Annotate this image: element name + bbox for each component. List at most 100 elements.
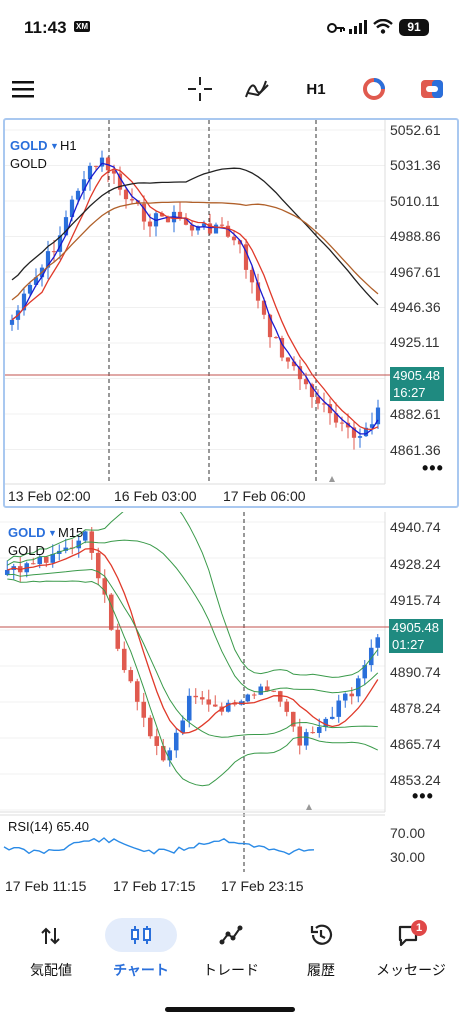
- candle: [213, 224, 219, 234]
- candle: [50, 553, 56, 563]
- nav-item-history[interactable]: 履歴: [283, 912, 359, 978]
- candle: [362, 665, 368, 679]
- candle: [357, 436, 363, 438]
- candle: [201, 223, 207, 227]
- nav-label: 履歴: [307, 962, 335, 978]
- candle: [102, 578, 108, 595]
- candle: [75, 190, 81, 200]
- battery-indicator: 91: [399, 19, 429, 36]
- candle: [134, 681, 140, 702]
- nav-item-trade[interactable]: トレード: [193, 912, 269, 978]
- candle: [180, 720, 186, 733]
- carrier-logo: XM: [74, 21, 90, 32]
- candle: [183, 219, 189, 225]
- candle: [4, 569, 10, 575]
- price-label: 5052.61: [390, 122, 441, 138]
- bottom-navigation: 気配値 チャート トレード 履歴 1 メッセージ: [0, 912, 461, 982]
- home-indicator: [165, 1007, 295, 1012]
- candle: [129, 199, 135, 201]
- nav-label: チャート: [113, 962, 169, 978]
- candle: [225, 702, 231, 712]
- candle: [154, 736, 160, 746]
- moving-average-line: [11, 168, 379, 431]
- bar-countdown: 01:27: [392, 637, 425, 652]
- price-label: 5031.36: [390, 157, 441, 173]
- candle: [206, 699, 212, 705]
- candle: [21, 293, 27, 311]
- time-label: 17 Feb 06:00: [223, 488, 306, 504]
- candles-icon: [131, 926, 151, 944]
- candle: [195, 226, 201, 231]
- crosshair-icon: [188, 77, 212, 101]
- candle: [225, 225, 231, 237]
- h1-chart-plot[interactable]: [5, 120, 457, 506]
- candle: [186, 695, 192, 721]
- nav-item-messages[interactable]: 1 メッセージ: [371, 912, 451, 978]
- price-label: 4882.61: [390, 406, 441, 422]
- current-price: 4905.48: [392, 620, 439, 635]
- candle: [199, 697, 205, 700]
- more-options-icon[interactable]: •••: [422, 458, 444, 478]
- notification-badge: 1: [411, 920, 427, 936]
- candle: [45, 251, 51, 268]
- symbol-dropdown-icon[interactable]: ▼: [48, 528, 57, 538]
- indicator-icon: [245, 80, 269, 98]
- nav-item-quotes[interactable]: 気配値: [13, 912, 89, 978]
- candle: [128, 670, 134, 682]
- candle: [351, 427, 357, 438]
- symbol-dropdown-icon[interactable]: ▼: [50, 141, 59, 151]
- price-label: 4861.36: [390, 442, 441, 458]
- candle: [82, 531, 88, 541]
- price-label: 4865.74: [390, 736, 441, 752]
- rsi-level: 30.00: [390, 849, 426, 865]
- candle: [315, 397, 321, 404]
- candle: [291, 361, 297, 367]
- trade-button[interactable]: [418, 76, 446, 102]
- candle: [264, 686, 270, 691]
- m15-chart-plot[interactable]: [0, 512, 461, 898]
- price-label: 4946.36: [390, 299, 441, 315]
- chart-symbol-name: GOLD: [8, 543, 45, 558]
- candle: [363, 427, 369, 437]
- candle: [329, 716, 335, 719]
- chart-symbol[interactable]: GOLD: [10, 138, 48, 153]
- candle: [95, 552, 101, 579]
- timeframe-button[interactable]: H1: [306, 80, 326, 98]
- candle: [51, 251, 57, 253]
- candle: [261, 300, 267, 315]
- price-label: 5010.11: [390, 193, 440, 209]
- candle: [349, 693, 355, 697]
- menu-button[interactable]: [10, 76, 36, 102]
- crosshair-button[interactable]: [186, 76, 214, 102]
- color-theme-button[interactable]: [360, 76, 388, 102]
- candle: [207, 223, 213, 234]
- candle: [63, 547, 69, 551]
- candle: [297, 366, 303, 380]
- key-icon: [327, 23, 345, 33]
- candle: [99, 157, 105, 167]
- rsi-level: 70.00: [390, 825, 426, 841]
- candle: [193, 695, 199, 698]
- time-label: 17 Feb 11:15: [5, 878, 87, 894]
- nav-item-chart[interactable]: チャート: [103, 912, 179, 978]
- moving-average-line: [7, 547, 379, 734]
- candle: [141, 701, 147, 718]
- candle: [111, 170, 117, 174]
- candle: [123, 189, 129, 200]
- candle: [316, 727, 322, 733]
- candle: [309, 384, 315, 398]
- more-options-icon[interactable]: •••: [412, 786, 434, 806]
- price-label: 4988.86: [390, 228, 441, 244]
- indicators-button[interactable]: [243, 76, 273, 102]
- active-nav-indicator: [105, 918, 177, 952]
- candle: [121, 648, 127, 671]
- m15-chart-panel[interactable]: GOLD ▼ M15 GOLD 4940.74 4928.24 4915.74 …: [0, 512, 461, 898]
- candle: [159, 213, 165, 217]
- bollinger-band-line: [7, 512, 379, 678]
- hamburger-icon: [12, 81, 34, 98]
- candle: [369, 424, 375, 428]
- candle: [115, 629, 121, 649]
- candle: [177, 211, 183, 220]
- chart-symbol[interactable]: GOLD: [8, 525, 46, 540]
- h1-chart-panel[interactable]: GOLD ▼ H1 GOLD 5052.61 5031.36 5010.11 4…: [3, 118, 459, 508]
